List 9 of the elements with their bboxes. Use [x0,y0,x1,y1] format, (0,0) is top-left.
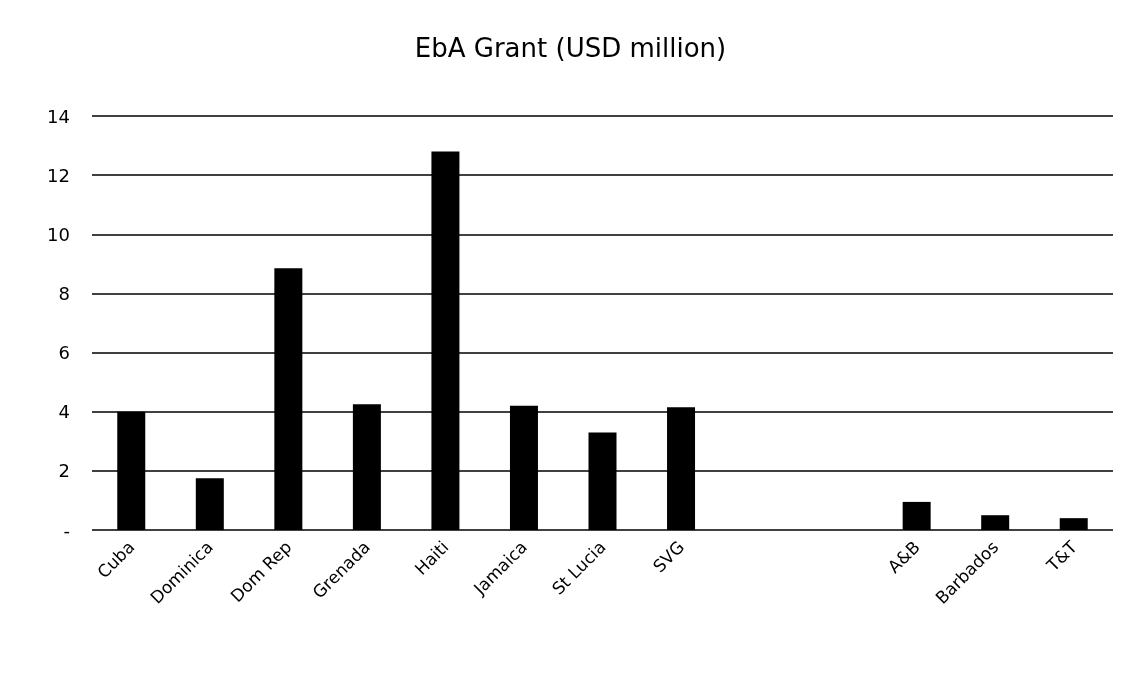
y-tick-label: - [63,519,70,541]
y-tick-label: 2 [58,460,70,482]
y-tick-label: 10 [47,223,70,245]
y-tick-label: 12 [47,164,70,186]
y-tick-label: 4 [58,401,70,423]
y-tick-label: 6 [58,342,70,364]
y-tick-label: 14 [47,105,70,127]
chart-title: EbA Grant (USD million) [414,33,727,63]
y-tick-label: 8 [58,282,70,304]
